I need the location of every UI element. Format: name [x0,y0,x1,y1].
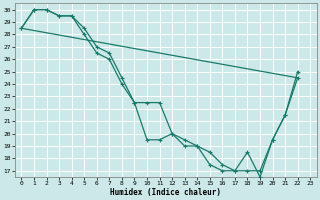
X-axis label: Humidex (Indice chaleur): Humidex (Indice chaleur) [110,188,221,197]
